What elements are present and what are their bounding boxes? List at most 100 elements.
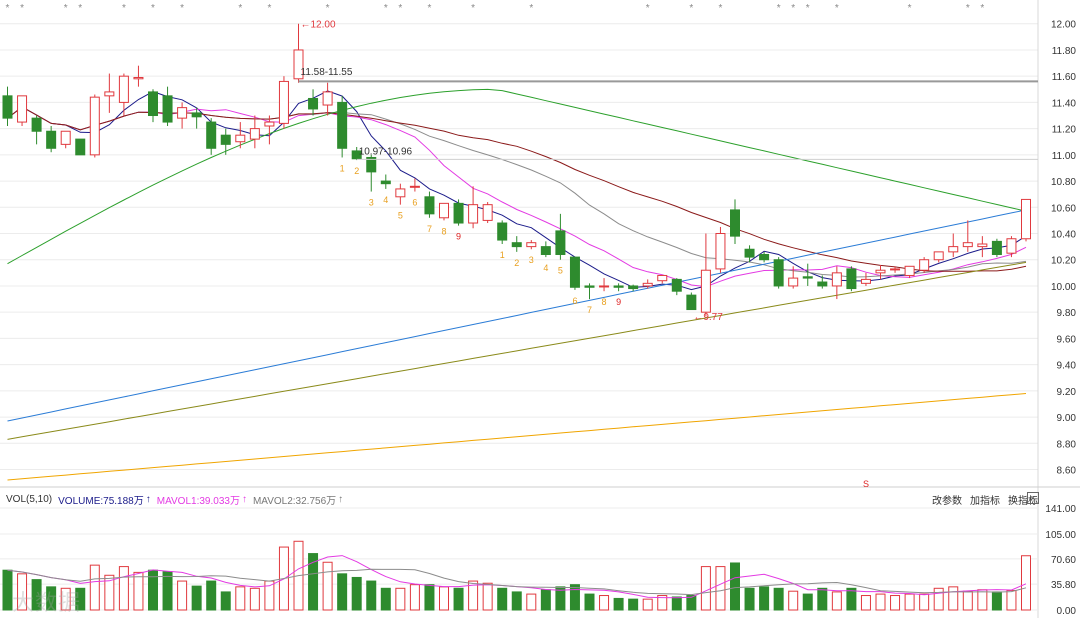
indicator-tools: 改参数 加指标 换指标 <box>932 492 1038 507</box>
volume-bar <box>424 584 435 611</box>
signal-marker: * <box>6 3 10 14</box>
signal-marker: * <box>835 3 839 14</box>
moving-average-lines <box>7 88 1027 481</box>
signal-marker: * <box>180 3 184 14</box>
candle-body <box>933 251 944 261</box>
volume-bar <box>453 587 464 611</box>
mavol2-line <box>7 568 1027 596</box>
volume-axis: 141.00 105.00 70.60 35.80 0.00 <box>1045 504 1076 617</box>
candle-body <box>148 91 158 117</box>
nine-count-label: 2 <box>354 166 359 176</box>
signal-marker: * <box>78 3 82 14</box>
volume-bar <box>60 587 71 611</box>
ma120-line <box>7 209 1027 422</box>
candle-body <box>802 276 813 279</box>
volume-tick-label: 105.00 <box>1045 530 1076 541</box>
nine-count-label: 8 <box>602 297 607 307</box>
volume-bar <box>439 586 449 611</box>
volume-bar <box>730 562 740 611</box>
volume-bar <box>104 574 115 611</box>
volume-legend: VOL(5,10) VOLUME:75.188万 ↑ MAVOL1:39.033… <box>6 492 344 507</box>
volume-bar <box>31 579 42 611</box>
price-axis: 12.00 11.80 11.60 11.40 11.20 11.00 10.80 10.60… <box>1051 20 1076 477</box>
candle-body <box>424 196 435 215</box>
signal-marker: * <box>384 3 388 14</box>
candle-body <box>366 156 377 173</box>
nine-count-label: 9 <box>456 232 461 242</box>
price-tick-label: 10.40 <box>1051 230 1076 241</box>
candle-body <box>875 269 886 274</box>
candle-body <box>337 101 348 149</box>
volume-bar <box>744 587 755 611</box>
switch-indicator-button[interactable]: 换指标 <box>1008 496 1038 507</box>
candle-body <box>235 134 246 143</box>
price-tick-label: 9.20 <box>1057 387 1077 398</box>
candle-body <box>1006 238 1017 254</box>
volume-tick-label: 35.80 <box>1051 580 1076 591</box>
nine-count-label: 8 <box>441 226 446 236</box>
candle-body <box>439 202 449 219</box>
volume-bar <box>759 586 770 611</box>
volume-bar <box>17 573 28 611</box>
volume-tick-label: 141.00 <box>1045 504 1076 515</box>
volume-bar <box>191 585 202 611</box>
candle-body <box>817 281 828 287</box>
volume-bar <box>584 593 595 611</box>
volume-bar <box>904 593 915 611</box>
volume-bar <box>206 580 217 611</box>
candle-body <box>584 285 595 288</box>
price-tick-label: 10.80 <box>1051 177 1076 188</box>
volume-bar <box>540 589 551 611</box>
volume-bar <box>642 598 653 611</box>
candle-body <box>322 91 333 106</box>
volume-bar <box>380 587 391 611</box>
signal-marker: * <box>718 3 722 14</box>
price-tick-label: 12.00 <box>1051 20 1076 31</box>
candle-body <box>89 96 100 156</box>
edit-params-button[interactable]: 改参数 <box>932 496 962 507</box>
candle-body <box>293 49 304 80</box>
signal-marker: * <box>122 3 126 14</box>
mavol1-value: MAVOL1:39.033万 <box>156 495 240 507</box>
volume-bar <box>322 561 333 611</box>
candle-body <box>278 80 289 124</box>
candle-body <box>2 95 13 119</box>
volume-bar <box>118 566 129 611</box>
volume-bar <box>788 590 799 611</box>
candle-body <box>831 272 842 287</box>
add-indicator-button[interactable]: 加指标 <box>970 496 1000 507</box>
price-tick-label: 10.00 <box>1051 282 1076 293</box>
candle-body <box>744 248 755 258</box>
price-tick-label: 11.60 <box>1052 72 1077 83</box>
volume-bar <box>860 595 871 611</box>
candle-body <box>555 230 566 255</box>
up-arrow-icon: ↑ <box>241 493 247 505</box>
candle-body <box>730 209 740 237</box>
price-tick-label: 9.80 <box>1057 308 1077 319</box>
up-arrow-icon: ↑ <box>338 493 344 505</box>
candle-body <box>264 121 275 127</box>
volume-bar <box>351 576 362 611</box>
price-tick-label: 11.20 <box>1052 125 1077 136</box>
candle-body <box>569 256 580 288</box>
nine-count-label: 6 <box>572 296 577 306</box>
signal-marker: * <box>326 3 330 14</box>
candle-body <box>904 265 915 276</box>
volume-bar <box>235 586 246 611</box>
candle-body <box>395 188 406 198</box>
signal-marker: * <box>966 3 970 14</box>
volume-bar <box>773 587 784 611</box>
price-tick-label: 9.40 <box>1057 361 1077 372</box>
close-icon[interactable]: × <box>1027 492 1039 504</box>
volume-bar <box>468 580 479 611</box>
ma60-line <box>7 88 1027 265</box>
volume-bar <box>409 584 420 611</box>
candle-body <box>890 268 901 271</box>
signal-marker: * <box>427 3 431 14</box>
candle-body <box>497 222 508 241</box>
candle-body <box>133 76 144 80</box>
price-tick-label: 10.20 <box>1051 256 1076 267</box>
volume-bar <box>933 587 944 611</box>
candle-body <box>1021 198 1031 240</box>
